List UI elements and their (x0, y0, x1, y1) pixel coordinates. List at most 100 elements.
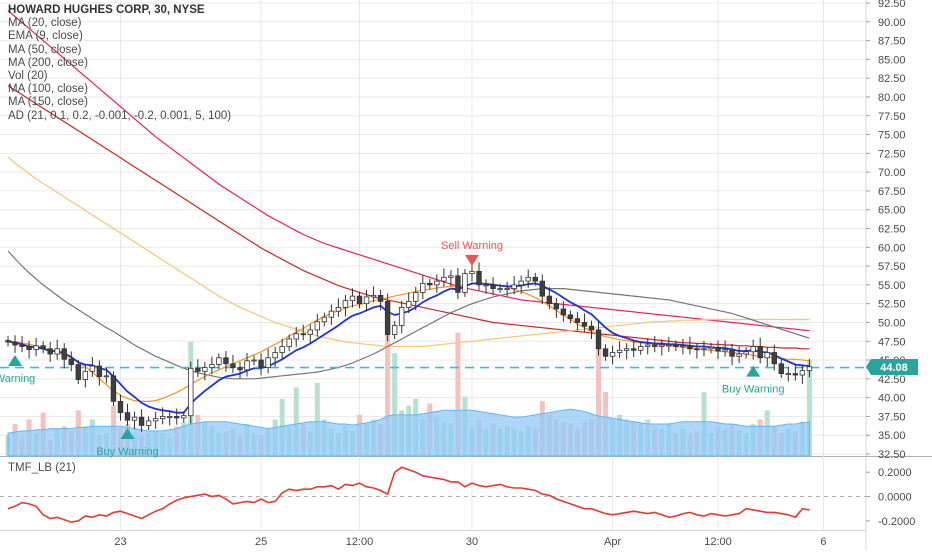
price-tick-label: 42.50 (878, 374, 906, 386)
candle-up (159, 416, 166, 420)
candle-up (666, 344, 672, 347)
candle-down (687, 345, 693, 350)
candle-down (560, 308, 567, 316)
sell-signal-arrow (464, 254, 479, 266)
candle-up (785, 373, 792, 375)
candle-down (553, 303, 560, 310)
candle-up (202, 367, 208, 372)
candle-down (47, 348, 53, 355)
candle-down (195, 367, 201, 372)
candle-down (602, 348, 609, 357)
candle-down (117, 400, 124, 414)
candle-down (40, 345, 46, 350)
candle-up (680, 345, 686, 348)
candle-down (223, 357, 229, 365)
candle-down (588, 325, 595, 331)
candle-up (701, 348, 707, 351)
candle-down (110, 375, 117, 402)
candle-up (335, 307, 342, 312)
candle-up (103, 375, 110, 378)
candle-down (174, 416, 180, 419)
candle-down (12, 341, 18, 346)
chart-title[interactable]: HOWARD HUGHES CORP, 30, NYSE (8, 4, 205, 16)
candle-down (595, 329, 602, 350)
candle-down (124, 412, 131, 421)
candle-down (567, 314, 574, 320)
time-tick-label: 12:00 (346, 536, 374, 548)
candle-up (645, 344, 651, 347)
legend-ema-9[interactable]: EMA (9, close) (8, 30, 83, 43)
buy-signal-label: Warning (0, 373, 35, 385)
candle-up (708, 346, 714, 350)
candle-down (68, 358, 74, 365)
buy-signal-arrow (8, 355, 23, 367)
candle-up (54, 348, 60, 355)
candle-down (75, 364, 81, 380)
candle-up (525, 276, 531, 282)
price-tick-label: 82.50 (878, 73, 906, 85)
ma-line-ma-50-close- (7, 250, 810, 380)
price-tick-label: 70.00 (878, 167, 906, 179)
buy-signal-label: Buy Warning (722, 384, 785, 396)
candle-up (413, 291, 419, 302)
candle-up (609, 352, 616, 357)
candle-up (216, 357, 222, 365)
legend-ma-20[interactable]: MA (20, close) (8, 17, 82, 30)
candle-up (616, 349, 623, 353)
candle-up (420, 282, 426, 293)
legend-ma-150[interactable]: MA (150, close) (8, 96, 88, 109)
time-tick-label: 25 (255, 536, 267, 548)
price-tick-label: 55.00 (878, 280, 906, 292)
indicator-legend: HOWARD HUGHES CORP, 30, NYSE MA (20, clo… (8, 4, 231, 123)
price-tick-label: 65.00 (878, 205, 906, 217)
candle-down (476, 270, 482, 286)
candle-up (448, 275, 454, 278)
candle-up (286, 338, 292, 347)
candle-down (26, 346, 32, 350)
candle-up (406, 301, 412, 308)
price-tick-label: 35.00 (878, 430, 906, 442)
price-tick-label: 37.50 (878, 411, 906, 423)
ma-line-ma-200-close- (7, 10, 810, 332)
legend-ma-200[interactable]: MA (200, close) (8, 56, 88, 69)
price-tick-label: 57.50 (878, 261, 906, 273)
price-tick-label: 52.50 (878, 299, 906, 311)
tmf-indicator-label[interactable]: TMF_LB (21) (8, 462, 76, 474)
candle-up (659, 344, 665, 347)
legend-ad[interactable]: AD (21, 0.1, 0.2, -0.001, -0.2, 0.001, 5… (8, 109, 232, 122)
candle-down (581, 322, 588, 327)
candle-down (138, 416, 145, 426)
candle-up (398, 307, 405, 326)
candle-down (384, 301, 391, 335)
candle-up (342, 300, 349, 308)
candle-up (370, 294, 377, 298)
buy-signal-arrow (120, 427, 135, 439)
candle-down (757, 346, 763, 359)
candle-up (441, 276, 447, 282)
candle-down (300, 333, 306, 336)
price-tick-label: 85.00 (878, 54, 906, 66)
legend-ma-50[interactable]: MA (50, close) (8, 43, 82, 56)
price-tick-label: 62.50 (878, 224, 906, 236)
volume-bar (293, 387, 299, 456)
candle-up (209, 364, 215, 368)
candle-up (272, 352, 278, 359)
candle-up (166, 416, 173, 418)
candle-down (778, 363, 784, 374)
candle-up (469, 270, 475, 275)
candle-up (145, 420, 152, 426)
price-tick-label: 60.00 (878, 242, 906, 254)
price-tick-label: 50.00 (878, 317, 906, 329)
volume-bar (806, 360, 812, 456)
candle-down (96, 365, 103, 377)
candle-down (237, 367, 243, 371)
legend-ma-100[interactable]: MA (100, close) (8, 83, 88, 96)
legend-volume[interactable]: Vol (20) (8, 70, 48, 83)
volume-ma-area (7, 408, 810, 457)
candle-up (244, 360, 250, 371)
candle-up (518, 280, 524, 286)
candle-up (722, 349, 728, 352)
candle-down (427, 282, 433, 286)
